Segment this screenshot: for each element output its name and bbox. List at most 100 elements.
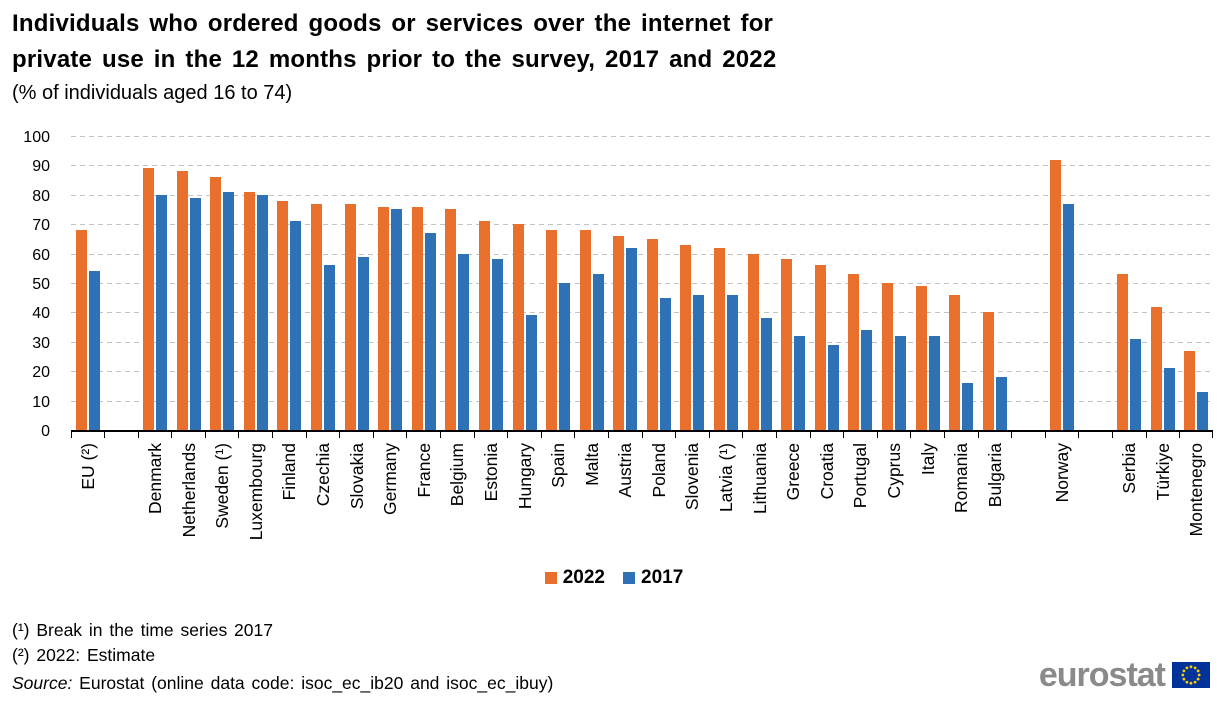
x-label-eu: EU (²) [77,443,98,490]
bar-2017-finland [290,221,302,430]
bar-2017-sweden [223,192,235,430]
category-slot-serbia [1111,138,1146,438]
y-tick-label-70: 70 [32,217,50,235]
x-label-cell-t-rkiye: Türkiye [1146,443,1180,500]
bar-2017-bulgaria [995,377,1007,430]
bar-2017-slovenia [693,295,705,430]
gridline-60 [71,253,1213,255]
bar-2022-malta [579,230,591,430]
x-label-cell-spain: Spain [541,443,575,488]
bar-2022-poland [646,239,658,430]
legend-item-2022: 2022 [544,567,605,589]
bar-2017-slovakia [357,257,369,430]
legend-swatch-2017 [623,572,635,584]
chart-subtitle: (% of individuals aged 16 to 74) [12,82,293,104]
gridline-10 [71,400,1213,402]
x-label-slovakia: Slovakia [346,443,367,510]
x-label-bulgaria: Bulgaria [984,443,1005,508]
gridline-50 [71,283,1213,284]
legend-label-2022: 2022 [562,567,605,588]
x-label-cell-poland: Poland [642,443,676,498]
bar-2017-denmark [155,195,167,430]
bar-2022-eu [75,230,87,430]
y-tick-label-80: 80 [32,187,50,205]
chart-title-block: Individuals who ordered goods or service… [12,6,1012,107]
category-slot-eu [70,138,105,438]
category-slot-bulgaria [977,138,1012,438]
category-slot-greece [775,138,810,438]
x-label-france: France [413,443,434,498]
category-slot-slovenia [675,138,710,438]
category-slot-croatia [809,138,844,438]
category-slot-italy [910,138,945,438]
y-tick-label-60: 60 [32,246,50,264]
x-label-cell-austria: Austria [609,443,643,497]
gridline-40 [71,312,1213,314]
source-line: Source: Eurostat (online data code: isoc… [12,671,553,696]
bar-2022-latvia [714,248,726,430]
axis-end-tick [1212,432,1213,438]
bar-2017-t-rkiye [1163,368,1175,430]
bar-2017-netherlands [189,198,201,430]
x-label-cell-czechia: Czechia [306,443,340,506]
category-slot-czechia [305,138,340,438]
category-slot-germany [372,138,407,438]
x-label-spain: Spain [548,443,569,488]
x-label-denmark: Denmark [144,443,165,514]
chart-legend: 2022 2017 [0,567,1228,589]
x-label-cell-luxembourg: Luxembourg [239,443,273,540]
x-label-greece: Greece [783,443,804,501]
x-label-cell-montenegro: Montenegro [1180,443,1214,536]
category-slot-spacer [1078,138,1113,438]
plot-area [70,136,1213,438]
bar-2022-montenegro [1184,351,1196,430]
category-slot-slovakia [339,138,374,438]
x-label-cell-bulgaria: Bulgaria [978,443,1012,507]
bar-2022-germany [378,207,390,430]
y-tick-label-30: 30 [32,334,50,352]
bar-2017-hungary [525,315,537,430]
bar-2022-slovenia [680,245,692,430]
category-slot-denmark [137,138,172,438]
chart-title-line2: private use in the 12 months prior to th… [12,46,777,73]
y-tick-label-0: 0 [41,423,50,440]
category-slot-netherlands [171,138,206,438]
bar-2017-austria [626,248,638,430]
category-slot-portugal [843,138,878,438]
bar-2017-eu [88,271,100,430]
bar-2017-czechia [323,265,335,430]
gridline-30 [71,341,1213,343]
x-label-latvia: Latvia (¹) [716,443,737,513]
eurostat-logo: eurostat [1039,656,1210,694]
footnote-2: (²) 2022: Estimate [12,644,156,665]
category-slot-sweden [204,138,239,438]
x-label-cell-estonia: Estonia [474,443,508,501]
bar-2017-estonia [491,259,503,430]
bar-2022-spain [546,230,558,430]
bar-2022-estonia [478,221,490,430]
category-slot-romania [943,138,978,438]
x-label-cell-finland: Finland [273,443,307,500]
x-label-germany: Germany [380,443,401,515]
x-label-cell-belgium: Belgium [441,443,475,506]
gridline-70 [71,224,1213,226]
x-label-cell-cyprus: Cyprus [877,443,911,498]
bar-2017-croatia [827,345,839,430]
x-label-cell-netherlands: Netherlands [172,443,206,537]
bar-2022-france [411,207,423,430]
x-label-cell-sweden: Sweden (¹) [205,443,239,529]
x-label-portugal: Portugal [850,443,871,509]
y-tick-label-100: 100 [23,129,50,146]
x-label-cell-italy: Italy [911,443,945,475]
bar-2022-romania [949,295,961,430]
bar-2022-greece [781,259,793,430]
bar-2022-cyprus [882,283,894,430]
bar-2017-lithuania [760,318,772,430]
bar-2022-sweden [210,177,222,430]
x-label-cell-hungary: Hungary [508,443,542,509]
bar-2022-bulgaria [982,312,994,430]
footnote-1: (¹) Break in the time series 2017 [12,620,273,640]
chart-title-line1: Individuals who ordered goods or service… [12,10,774,37]
bar-2017-malta [592,274,604,430]
x-label-cell-latvia: Latvia (¹) [709,443,743,512]
